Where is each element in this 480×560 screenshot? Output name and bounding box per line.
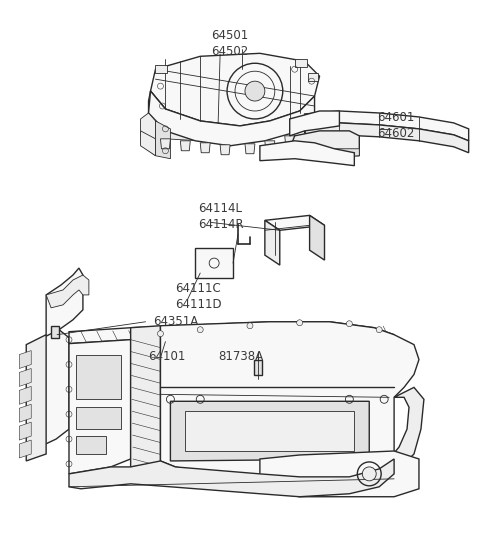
- Polygon shape: [160, 322, 419, 481]
- Polygon shape: [39, 330, 69, 447]
- Polygon shape: [46, 275, 89, 308]
- Polygon shape: [69, 322, 394, 348]
- Polygon shape: [19, 351, 31, 368]
- Circle shape: [157, 331, 164, 337]
- Polygon shape: [290, 131, 360, 156]
- Polygon shape: [285, 136, 295, 146]
- Polygon shape: [260, 451, 419, 497]
- Text: 64501
64502: 64501 64502: [211, 30, 249, 58]
- Polygon shape: [305, 111, 468, 141]
- Polygon shape: [265, 141, 275, 151]
- Polygon shape: [19, 368, 31, 386]
- Polygon shape: [26, 335, 46, 461]
- Circle shape: [347, 321, 352, 326]
- Polygon shape: [51, 326, 59, 338]
- Circle shape: [247, 323, 253, 329]
- Text: 81738A: 81738A: [218, 349, 263, 362]
- Polygon shape: [260, 141, 354, 166]
- Polygon shape: [141, 131, 156, 156]
- Polygon shape: [156, 66, 168, 73]
- Polygon shape: [19, 440, 31, 458]
- Text: 64101: 64101: [148, 349, 186, 362]
- Polygon shape: [148, 91, 166, 139]
- Polygon shape: [76, 436, 106, 454]
- Polygon shape: [19, 404, 31, 422]
- Circle shape: [245, 81, 265, 101]
- Polygon shape: [156, 121, 170, 158]
- Text: 64111C
64111D: 64111C 64111D: [175, 282, 222, 311]
- Polygon shape: [310, 149, 360, 158]
- Polygon shape: [141, 113, 156, 156]
- Polygon shape: [69, 340, 131, 474]
- Polygon shape: [389, 388, 424, 469]
- Polygon shape: [76, 354, 120, 399]
- Text: 64351A: 64351A: [154, 315, 199, 328]
- Polygon shape: [195, 248, 233, 278]
- Polygon shape: [254, 360, 262, 375]
- Polygon shape: [305, 123, 468, 153]
- Polygon shape: [160, 139, 170, 149]
- Circle shape: [362, 467, 376, 481]
- Polygon shape: [166, 109, 200, 141]
- Text: 64601
64602: 64601 64602: [377, 111, 415, 140]
- Polygon shape: [148, 91, 314, 146]
- Polygon shape: [46, 268, 83, 340]
- Polygon shape: [265, 220, 280, 265]
- Polygon shape: [200, 143, 210, 153]
- Polygon shape: [131, 326, 160, 467]
- Polygon shape: [19, 386, 31, 404]
- Polygon shape: [245, 144, 255, 154]
- Polygon shape: [19, 422, 31, 440]
- Polygon shape: [308, 73, 318, 81]
- Polygon shape: [76, 407, 120, 429]
- Polygon shape: [310, 216, 324, 260]
- Circle shape: [297, 320, 302, 326]
- Text: 64114L
64114R: 64114L 64114R: [198, 203, 244, 231]
- Polygon shape: [185, 411, 354, 451]
- Polygon shape: [290, 111, 339, 136]
- Polygon shape: [295, 59, 307, 67]
- Circle shape: [197, 326, 203, 333]
- Polygon shape: [180, 141, 190, 151]
- Polygon shape: [170, 402, 369, 461]
- Polygon shape: [265, 216, 324, 230]
- Polygon shape: [220, 145, 230, 155]
- Polygon shape: [151, 53, 320, 126]
- Circle shape: [376, 326, 382, 333]
- Polygon shape: [69, 459, 394, 497]
